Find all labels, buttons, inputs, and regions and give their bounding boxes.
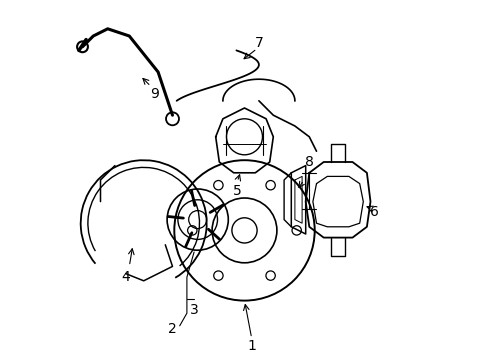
Text: 3: 3: [189, 303, 198, 316]
Text: 2: 2: [168, 323, 177, 336]
Text: 4: 4: [121, 270, 130, 284]
Text: 9: 9: [150, 87, 159, 100]
Text: 5: 5: [232, 184, 241, 198]
Text: 7: 7: [254, 36, 263, 50]
Text: 6: 6: [369, 206, 378, 219]
Text: 8: 8: [304, 155, 313, 169]
Text: 1: 1: [247, 339, 256, 352]
